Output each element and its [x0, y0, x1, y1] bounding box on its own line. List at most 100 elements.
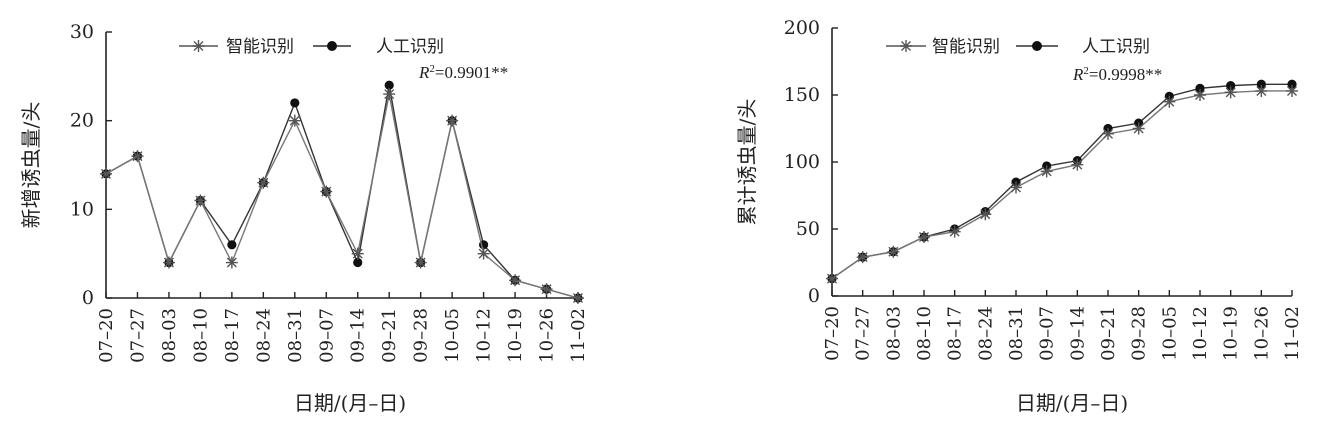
- x-tick-label: 09–28: [1129, 306, 1150, 361]
- x-tick-label: 11–02: [568, 308, 589, 363]
- x-tick-label: 08–10: [190, 308, 211, 363]
- data-point-star: [856, 251, 869, 264]
- legend: 智能识别 人工识别: [886, 37, 1150, 57]
- y-tick-label: 20: [70, 110, 94, 132]
- x-tick-label: 09–14: [348, 308, 369, 363]
- data-point-star: [1102, 127, 1114, 140]
- x-tick-label: 09–21: [1098, 306, 1119, 361]
- data-point-circle: [290, 98, 300, 108]
- x-tick-label: 07–27: [853, 306, 874, 361]
- data-point-star: [320, 185, 333, 198]
- data-point-star: [477, 247, 490, 260]
- x-axis-title: 日期/(月–日): [294, 391, 406, 415]
- legend-label-1: 智能识别: [226, 37, 294, 57]
- x-tick-label: 08–10: [914, 306, 935, 361]
- data-point-circle: [1226, 81, 1236, 91]
- x-tick-label: 08–24: [253, 308, 274, 363]
- data-point-circle: [1256, 79, 1266, 89]
- data-point-star: [1286, 84, 1298, 97]
- x-tick-label: 10–19: [505, 308, 526, 363]
- data-point-star: [1010, 181, 1022, 194]
- y-tick-label: 150: [784, 84, 820, 106]
- x-tick-label: 08–17: [222, 308, 243, 363]
- x-tick-label: 08–03: [159, 308, 180, 363]
- y-tick-label: 10: [70, 198, 94, 220]
- data-point-star: [826, 272, 838, 285]
- data-point-star: [509, 274, 522, 287]
- data-point-star: [131, 150, 144, 163]
- data-point-star: [288, 114, 301, 127]
- x-tick-label: 10–19: [1221, 306, 1242, 361]
- y-tick-label: 50: [796, 218, 820, 240]
- x-tick-label: 09–07: [1037, 306, 1058, 361]
- y-tick-label: 30: [70, 21, 94, 43]
- data-point-star: [918, 231, 930, 244]
- data-point-star: [979, 208, 992, 221]
- r-squared-annotation: R2=0.9998**: [1072, 65, 1162, 84]
- chart-panel-1: 0 10 20 30 07–20 07–27 08–03 08–10 08–17 08–24 08–…: [19, 21, 589, 415]
- chart-panel-2: 0 50 100 150 200 07–20 07–27 08–03 08–10 08–17 08–…: [735, 17, 1303, 415]
- data-point-star: [1224, 86, 1237, 99]
- data-point-star: [257, 176, 270, 189]
- y-tick-label: 100: [784, 151, 820, 173]
- x-tick-label: 09–21: [379, 308, 400, 363]
- legend-circle-marker: [327, 41, 337, 51]
- data-point-star: [540, 283, 553, 296]
- x-tick-label: 10–26: [537, 308, 558, 363]
- data-point-star: [572, 292, 584, 304]
- x-tick-label: 08–03: [883, 306, 904, 361]
- series-line-1: [105, 93, 579, 299]
- legend: 智能识别 人工识别: [179, 37, 444, 57]
- data-point-star: [383, 88, 396, 101]
- data-point-star: [948, 225, 961, 238]
- y-tick-label: 200: [784, 17, 820, 39]
- data-point-star: [887, 245, 900, 258]
- x-tick-label: 10–05: [1159, 306, 1180, 361]
- data-point-star: [1071, 158, 1084, 171]
- x-tick-label: 08–24: [975, 306, 996, 361]
- data-point-star: [100, 167, 112, 180]
- legend-label-1: 智能识别: [932, 37, 1000, 57]
- data-point-star: [414, 256, 427, 269]
- legend-star-marker: [192, 40, 205, 52]
- x-tick-label: 09–07: [316, 308, 337, 363]
- x-tick-label: 10–26: [1251, 306, 1272, 361]
- data-point-star: [1163, 95, 1176, 108]
- x-tick-label: 08–17: [945, 306, 966, 361]
- x-axis-title: 日期/(月–日): [1016, 391, 1128, 415]
- data-point-star: [194, 194, 207, 207]
- data-point-star: [225, 256, 238, 269]
- x-tick-label: 11–02: [1282, 306, 1303, 361]
- x-tick-label: 10–12: [1190, 306, 1211, 361]
- data-point-circle: [1287, 79, 1297, 89]
- x-tick-label: 09–28: [411, 308, 432, 363]
- data-point-star: [162, 256, 175, 269]
- series-line-2: [831, 83, 1292, 280]
- x-tick-label: 10–12: [474, 308, 495, 363]
- legend-star-marker: [900, 40, 912, 52]
- x-tick-label: 08–31: [285, 308, 306, 363]
- legend-circle-marker: [1032, 41, 1042, 51]
- data-point-star: [1194, 89, 1206, 101]
- data-point-circle: [227, 240, 237, 250]
- data-point-circle: [1195, 83, 1205, 93]
- data-point-star: [446, 114, 459, 127]
- y-axis-title: 累计诱虫量/头: [735, 99, 759, 226]
- y-tick-label: 0: [808, 285, 820, 307]
- legend-label-2: 人工识别: [376, 37, 444, 57]
- data-point-circle: [353, 257, 363, 268]
- x-tick-label: 08–31: [1006, 306, 1027, 361]
- series-line-1: [831, 90, 1292, 280]
- data-point-star: [351, 247, 364, 260]
- x-tick-label: 09–14: [1067, 306, 1088, 361]
- x-tick-label: 07–27: [127, 308, 148, 363]
- x-tick-label: 07–20: [96, 308, 117, 363]
- data-point-star: [1255, 84, 1268, 97]
- legend-label-2: 人工识别: [1082, 37, 1150, 57]
- data-point-circle: [384, 80, 394, 90]
- x-tick-label: 07–20: [822, 306, 843, 361]
- x-tick-label: 10–05: [442, 308, 463, 363]
- r-squared-annotation: R2=0.9901**: [418, 63, 508, 82]
